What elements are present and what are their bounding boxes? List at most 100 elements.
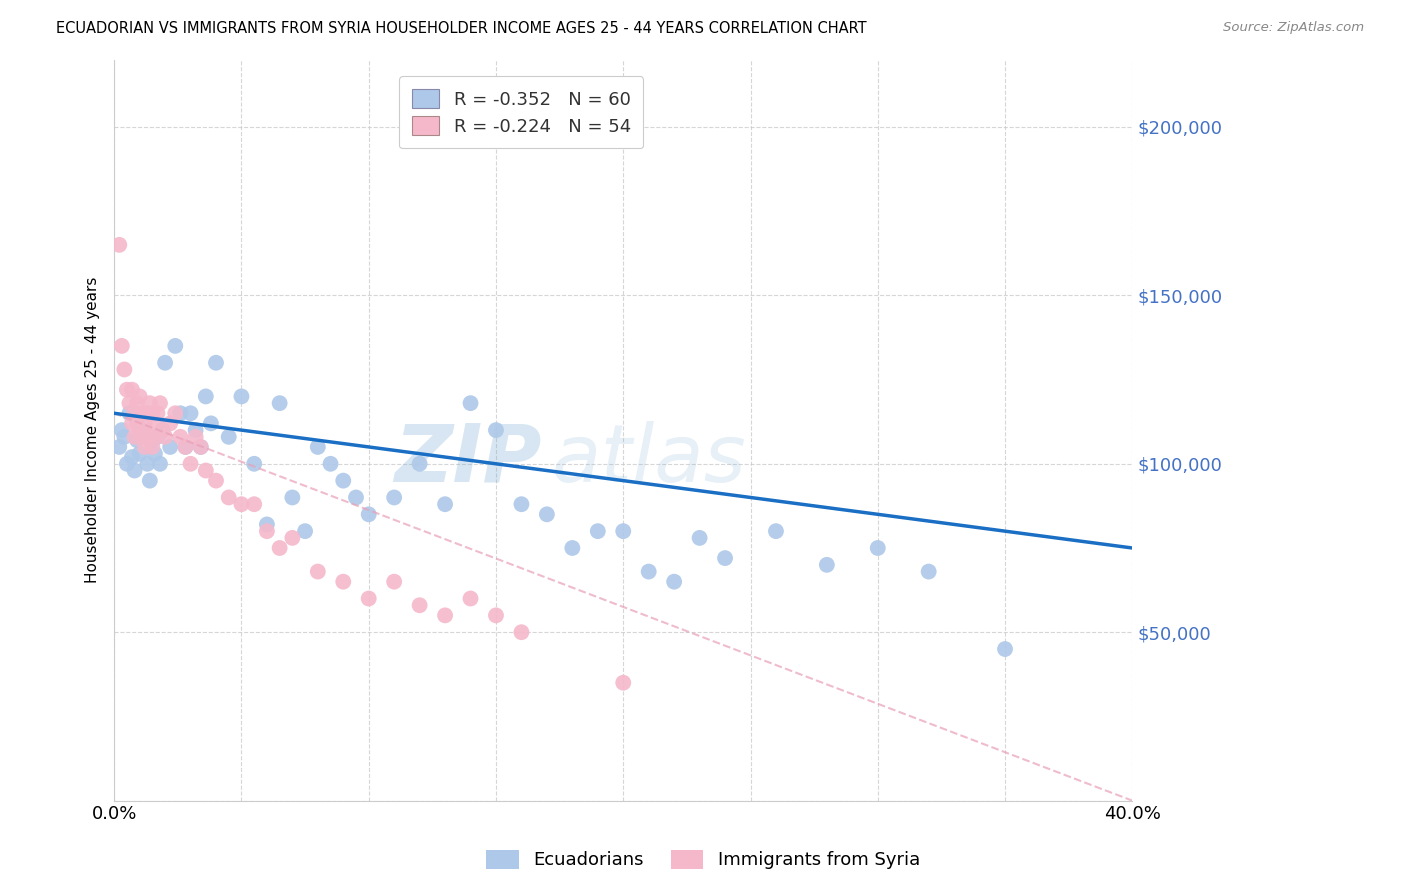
Point — [180, 406, 202, 420]
Point — [112, 430, 135, 444]
Point — [332, 574, 354, 589]
Point — [111, 423, 134, 437]
Point — [485, 608, 508, 623]
Point — [281, 531, 304, 545]
Point — [146, 430, 169, 444]
Point — [460, 591, 482, 606]
Point — [159, 417, 181, 431]
Point — [994, 642, 1017, 657]
Point — [190, 440, 212, 454]
Point — [510, 497, 533, 511]
Point — [194, 463, 217, 477]
Point — [128, 389, 150, 403]
Point — [307, 440, 329, 454]
Point — [159, 440, 181, 454]
Point — [256, 517, 278, 532]
Y-axis label: Householder Income Ages 25 - 44 years: Householder Income Ages 25 - 44 years — [86, 277, 100, 583]
Point — [169, 406, 191, 420]
Point — [136, 457, 159, 471]
Point — [637, 565, 659, 579]
Point — [131, 423, 153, 437]
Point — [127, 417, 149, 431]
Legend: R = -0.352   N = 60, R = -0.224   N = 54: R = -0.352 N = 60, R = -0.224 N = 54 — [399, 76, 644, 148]
Point — [256, 524, 278, 538]
Point — [121, 417, 143, 431]
Text: Source: ZipAtlas.com: Source: ZipAtlas.com — [1223, 21, 1364, 34]
Point — [586, 524, 609, 538]
Point — [146, 406, 169, 420]
Text: ZIP: ZIP — [395, 421, 541, 499]
Point — [124, 430, 146, 444]
Point — [344, 491, 367, 505]
Point — [815, 558, 838, 572]
Legend: Ecuadorians, Immigrants from Syria: Ecuadorians, Immigrants from Syria — [477, 841, 929, 879]
Point — [134, 430, 156, 444]
Point — [141, 440, 163, 454]
Point — [714, 551, 737, 566]
Point — [121, 450, 143, 464]
Point — [134, 417, 156, 431]
Point — [243, 457, 266, 471]
Point — [332, 474, 354, 488]
Point — [165, 339, 187, 353]
Point — [382, 574, 405, 589]
Point — [205, 474, 228, 488]
Point — [139, 396, 162, 410]
Point — [128, 447, 150, 461]
Point — [118, 396, 141, 410]
Point — [434, 497, 457, 511]
Point — [357, 508, 380, 522]
Point — [115, 457, 138, 471]
Point — [612, 524, 634, 538]
Point — [218, 491, 240, 505]
Point — [269, 396, 291, 410]
Point — [184, 430, 207, 444]
Point — [408, 457, 430, 471]
Point — [918, 565, 941, 579]
Point — [434, 608, 457, 623]
Point — [174, 440, 197, 454]
Point — [307, 565, 329, 579]
Point — [141, 406, 163, 420]
Point — [143, 417, 166, 431]
Point — [153, 356, 176, 370]
Point — [169, 430, 191, 444]
Point — [136, 430, 159, 444]
Point — [231, 389, 253, 403]
Point — [139, 474, 162, 488]
Point — [485, 423, 508, 437]
Point — [180, 457, 202, 471]
Point — [115, 383, 138, 397]
Point — [561, 541, 583, 555]
Point — [294, 524, 316, 538]
Point — [143, 447, 166, 461]
Point — [866, 541, 889, 555]
Point — [152, 423, 174, 437]
Point — [108, 238, 131, 252]
Point — [382, 491, 405, 505]
Point — [134, 440, 156, 454]
Point — [408, 599, 430, 613]
Point — [141, 434, 163, 448]
Point — [127, 396, 149, 410]
Point — [127, 434, 149, 448]
Point — [319, 457, 342, 471]
Point — [218, 430, 240, 444]
Point — [243, 497, 266, 511]
Point — [121, 383, 143, 397]
Point — [184, 423, 207, 437]
Point — [765, 524, 787, 538]
Point — [460, 396, 482, 410]
Text: ECUADORIAN VS IMMIGRANTS FROM SYRIA HOUSEHOLDER INCOME AGES 25 - 44 YEARS CORREL: ECUADORIAN VS IMMIGRANTS FROM SYRIA HOUS… — [56, 21, 868, 36]
Point — [153, 430, 176, 444]
Point — [152, 423, 174, 437]
Point — [139, 430, 162, 444]
Point — [108, 440, 131, 454]
Point — [689, 531, 711, 545]
Point — [136, 406, 159, 420]
Point — [131, 406, 153, 420]
Point — [194, 389, 217, 403]
Point — [200, 417, 222, 431]
Point — [281, 491, 304, 505]
Point — [612, 675, 634, 690]
